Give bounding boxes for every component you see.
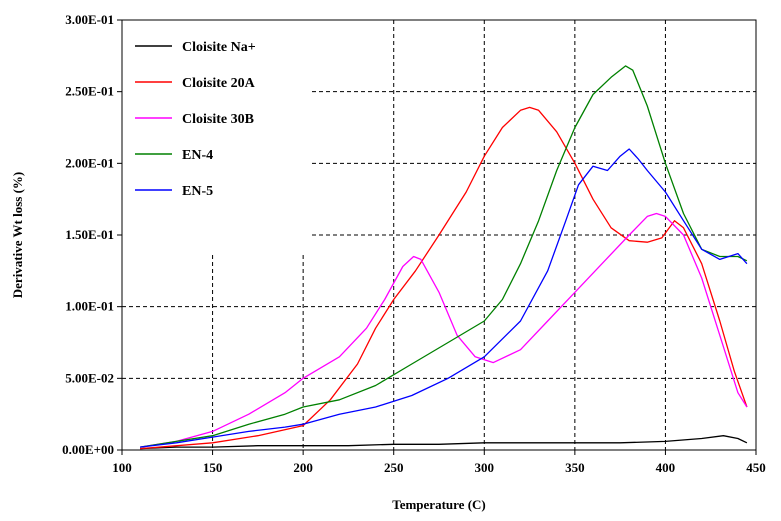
x-tick-label: 250 <box>384 460 404 475</box>
y-tick-label: 3.00E-01 <box>65 12 114 27</box>
legend-label: Cloisite Na+ <box>182 40 256 55</box>
x-tick-label: 400 <box>656 460 676 475</box>
y-tick-label: 5.00E-02 <box>65 370 114 385</box>
x-axis-title: Temperature (C) <box>392 497 486 512</box>
y-axis-title: Derivative Wt loss (%) <box>10 172 25 298</box>
x-tick-label: 450 <box>746 460 766 475</box>
series-line <box>140 106 748 450</box>
series-layer <box>139 65 748 450</box>
legend: Cloisite Na+ Cloisite 20A Cloisite 30B EN-4… <box>135 40 256 199</box>
y-tick-label: 1.00E-01 <box>65 299 114 314</box>
series-line <box>140 435 748 450</box>
y-tick-label: 1.50E-01 <box>65 227 114 242</box>
x-tick-label: 100 <box>112 460 132 475</box>
legend-label: EN-4 <box>182 148 213 163</box>
x-tick-label: 150 <box>203 460 223 475</box>
series-line <box>139 212 748 448</box>
y-tick-label: 2.00E-01 <box>65 155 114 170</box>
grid-layer <box>122 20 756 450</box>
x-tick-label: 350 <box>565 460 585 475</box>
series-line <box>140 148 748 448</box>
legend-label: Cloisite 20A <box>182 76 256 91</box>
legend-label: EN-5 <box>182 184 213 199</box>
x-tick-label: 300 <box>475 460 495 475</box>
tick-layer: 100 150 200 250 300 350 400 450 0.00E+00 5.00E-02… <box>62 12 766 475</box>
y-tick-label: 0.00E+00 <box>62 442 114 457</box>
y-tick-label: 2.50E-01 <box>65 84 114 99</box>
series-line <box>139 65 748 448</box>
legend-label: Cloisite 30B <box>182 112 254 127</box>
x-tick-label: 200 <box>293 460 313 475</box>
